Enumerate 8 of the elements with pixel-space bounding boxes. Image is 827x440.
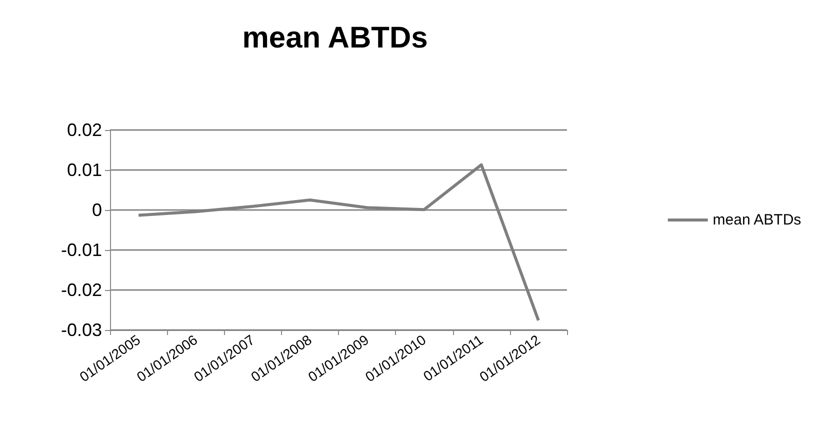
y-tick-label: 0.02 <box>66 120 102 140</box>
y-tick-label: 0.01 <box>66 160 102 180</box>
y-tick-label: -0.02 <box>60 280 102 300</box>
y-tick-label: -0.01 <box>60 240 102 260</box>
y-tick-label: -0.03 <box>60 320 102 340</box>
chart-title: mean ABTDs <box>242 22 428 54</box>
y-tick-label: 0 <box>92 200 102 220</box>
legend-label: mean ABTDs <box>712 212 802 228</box>
